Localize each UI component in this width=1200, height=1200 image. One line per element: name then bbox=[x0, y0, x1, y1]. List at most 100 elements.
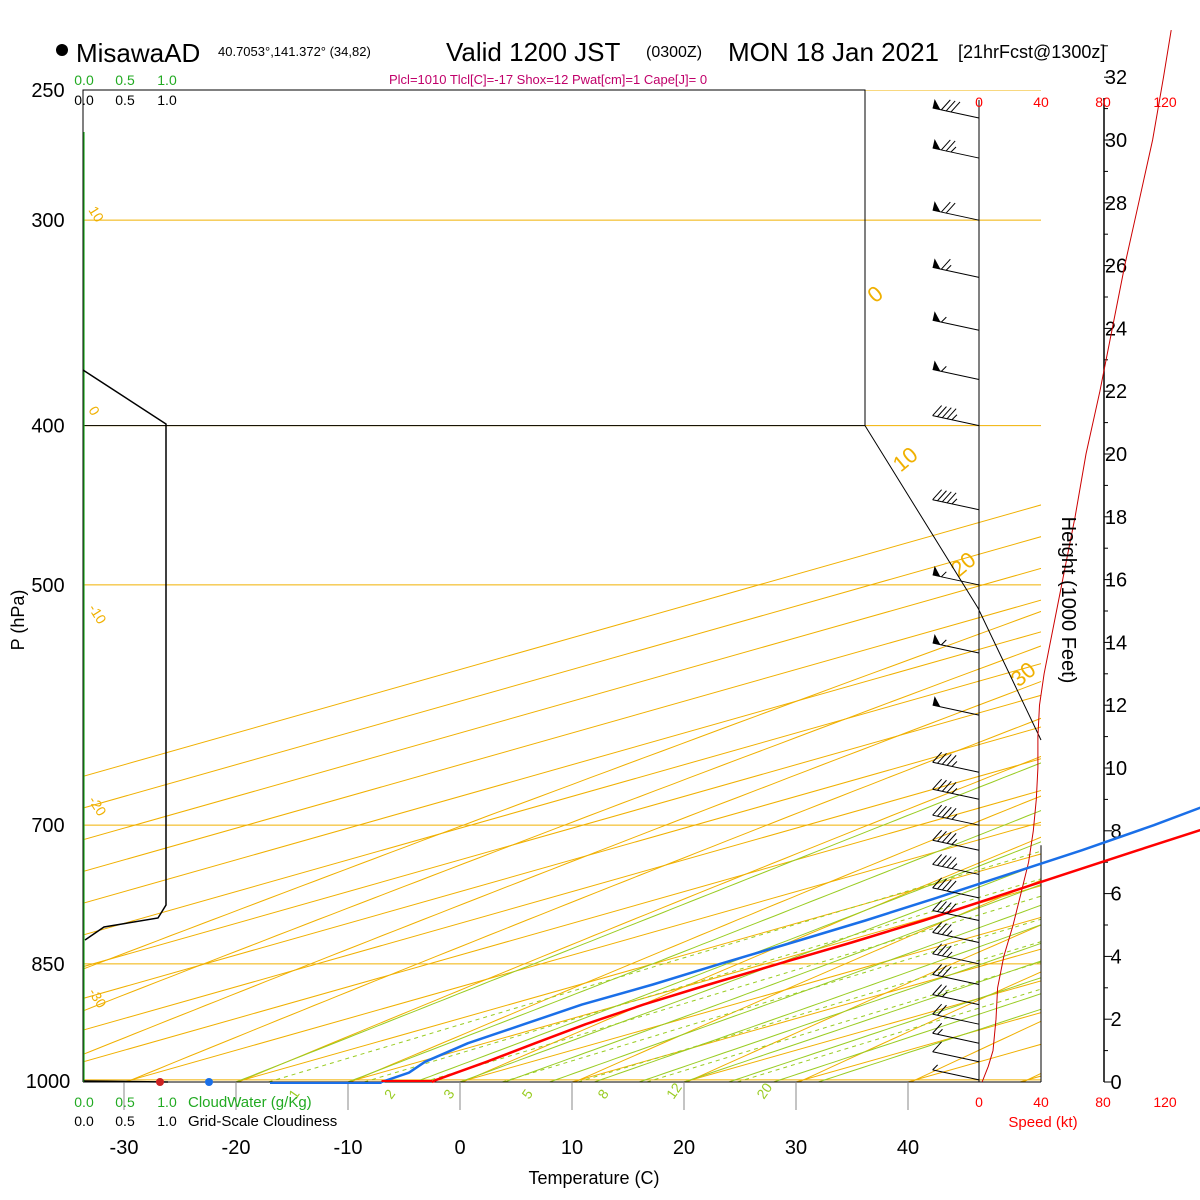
wind-barb-half-feather bbox=[951, 863, 958, 869]
cloudwater-tick-bottom: 0.0 bbox=[74, 1094, 94, 1110]
height-tick-label: 2 bbox=[1110, 1009, 1121, 1031]
wind-barb-feather bbox=[937, 805, 947, 817]
wind-barb-pennant bbox=[932, 139, 941, 150]
valid-time-zulu: (0300Z) bbox=[646, 44, 702, 61]
height-tick-label: 30 bbox=[1105, 130, 1127, 152]
wind-barb-half-feather bbox=[946, 951, 953, 958]
wind-barb-staff bbox=[932, 788, 980, 800]
wind-barb-staff bbox=[932, 814, 980, 826]
height-tick-label: 4 bbox=[1110, 946, 1121, 968]
wind-barb-half-feather bbox=[951, 839, 958, 845]
cloudwater-tick-top: 0.0 bbox=[74, 72, 94, 88]
isotherm-line bbox=[83, 504, 1041, 777]
height-tick-label: 10 bbox=[1105, 758, 1127, 780]
pressure-tick-label: 1000 bbox=[26, 1071, 71, 1093]
wind-barb-feather bbox=[941, 966, 952, 977]
wind-barb bbox=[932, 1022, 980, 1044]
moist-adiabat-line bbox=[683, 960, 1041, 1082]
dry-adiabat-line bbox=[574, 879, 1041, 1082]
dry-adiabat-line bbox=[686, 924, 1041, 1082]
wind-barb bbox=[932, 311, 980, 331]
wind-barb-feather bbox=[937, 944, 947, 956]
wind-barb-feather bbox=[941, 945, 952, 957]
wind-barb-feather bbox=[946, 755, 957, 766]
wind-barb-feather bbox=[932, 778, 943, 790]
isotherm-line bbox=[83, 726, 1041, 999]
wind-barb-feather bbox=[945, 202, 956, 214]
wind-barb bbox=[932, 829, 980, 851]
dry-adiabat-line bbox=[238, 755, 1041, 1082]
pressure-tick-label: 700 bbox=[31, 815, 64, 837]
wind-barb bbox=[932, 99, 980, 119]
wind-barb-feather bbox=[932, 751, 943, 763]
mixing-ratio-line bbox=[646, 961, 1041, 1082]
station-name: MisawaAD bbox=[76, 38, 200, 68]
wind-barb bbox=[932, 877, 980, 899]
height-tick-label: 14 bbox=[1105, 632, 1127, 654]
x-tick-label: -20 bbox=[222, 1137, 251, 1159]
isotherm-label: -30 bbox=[85, 985, 109, 1011]
pressure-tick-label: 500 bbox=[31, 575, 64, 597]
wind-barb-feather bbox=[941, 491, 952, 503]
pressure-tick-label: 300 bbox=[31, 210, 64, 232]
moist-adiabat-line bbox=[347, 810, 1041, 1082]
wind-barb bbox=[932, 258, 980, 278]
wind-barb-feather bbox=[932, 829, 943, 841]
wind-barb-feather bbox=[946, 408, 957, 420]
speed-tick-bottom: 120 bbox=[1153, 1094, 1177, 1110]
upper-frame bbox=[82, 89, 866, 427]
pressure-tick-label: 850 bbox=[31, 954, 64, 976]
wind-barb-half-feather bbox=[951, 788, 958, 794]
x-tick-label: -30 bbox=[110, 1137, 139, 1159]
background-lines bbox=[83, 90, 1200, 1082]
cloudiness-tick-bottom: 0.5 bbox=[115, 1113, 135, 1129]
wind-barb bbox=[932, 696, 980, 716]
cloudiness-tick-bottom: 0.0 bbox=[74, 1113, 94, 1129]
height-tick-label: 32 bbox=[1105, 67, 1127, 89]
isotherm-line bbox=[795, 1012, 1041, 1082]
mixing-ratio-line bbox=[423, 895, 1041, 1082]
wind-barb bbox=[932, 943, 980, 965]
isotherm-line bbox=[1132, 90, 1200, 1082]
x-tick-label: 10 bbox=[561, 1137, 583, 1159]
wind-barb-feather bbox=[937, 779, 947, 791]
speed-tick-bottom: 0 bbox=[975, 1094, 983, 1110]
valid-time: Valid 1200 JST bbox=[446, 37, 621, 67]
wind-barb-half-feather bbox=[940, 571, 947, 578]
wind-barb-feather bbox=[932, 854, 943, 865]
cloudwater-tick-bottom: 1.0 bbox=[157, 1094, 177, 1110]
wind-barb-half-feather bbox=[945, 264, 952, 271]
x-tick-label: -10 bbox=[334, 1137, 363, 1159]
cloudiness-tick-top: 0.0 bbox=[74, 92, 94, 108]
wind-barb bbox=[932, 1041, 980, 1063]
wind-barb-staff bbox=[932, 1069, 980, 1081]
speed-tick-top: 40 bbox=[1033, 94, 1049, 110]
pressure-tick-label: 400 bbox=[31, 416, 64, 438]
isotherm-label: -10 bbox=[85, 601, 109, 627]
wind-barb-feather bbox=[940, 201, 951, 213]
wind-barb-feather bbox=[945, 140, 956, 152]
wind-barb-staff bbox=[932, 209, 980, 221]
height-tick-label: 24 bbox=[1105, 318, 1127, 340]
wind-barb-staff bbox=[932, 887, 980, 899]
wind-barb-half-feather bbox=[937, 1028, 943, 1035]
y-axis-label: P (hPa) bbox=[8, 590, 28, 651]
mixing-ratio-line bbox=[737, 988, 1041, 1082]
wind-barb-feather bbox=[946, 857, 957, 868]
wind-barb-half-feather bbox=[951, 498, 958, 505]
wind-barb-feather bbox=[932, 1041, 943, 1053]
isotherm-label: 10 bbox=[85, 203, 107, 225]
wind-barb-staff bbox=[932, 863, 980, 875]
wind-barb-staff bbox=[932, 839, 980, 851]
speed-tick-bottom: 40 bbox=[1033, 1094, 1049, 1110]
wind-barb-feather bbox=[940, 258, 951, 270]
moist-adiabat-line bbox=[504, 884, 1041, 1082]
moist-adiabat-line bbox=[773, 993, 1041, 1082]
mixing-ratio-label: 20 bbox=[753, 1080, 775, 1102]
height-tick-label: 20 bbox=[1105, 444, 1127, 466]
wind-barb-feather bbox=[946, 903, 957, 914]
wind-barb-staff bbox=[932, 761, 980, 773]
wind-barb-staff bbox=[932, 415, 980, 427]
cloudwater-tick-bottom: 0.5 bbox=[115, 1094, 135, 1110]
wind-barb-staff bbox=[932, 910, 980, 922]
